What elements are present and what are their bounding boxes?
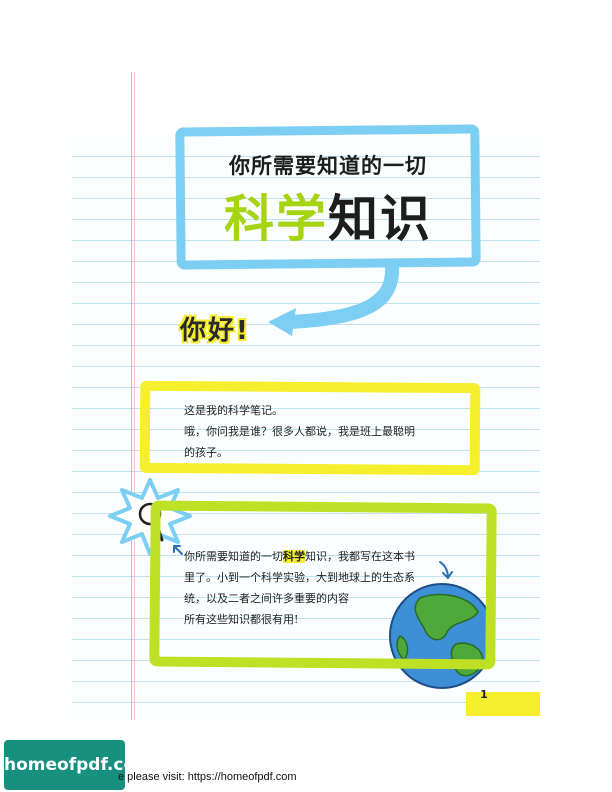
arrow-icon [268, 259, 400, 336]
page-number-bar [466, 692, 540, 716]
highlight-science: 科学 [283, 550, 305, 563]
greeting: 你好! [180, 316, 250, 346]
body-line: 所有这些知识都很有用! [184, 613, 299, 626]
intro-line: 哦，你问我是谁？很多人都说，我是班上最聪明 [184, 425, 415, 438]
margin-line [131, 72, 132, 720]
body-line: 统，以及二者之间许多重要的内容 [184, 592, 349, 605]
title-main: 科学知识 [190, 188, 466, 250]
page-number: 1 [480, 688, 488, 701]
intro-text: 这是我的科学笔记。 哦，你问我是谁？很多人都说，我是班上最聪明 的孩子。 [184, 400, 474, 463]
title-main-green: 科学 [224, 190, 328, 248]
body-text-segment: 你所需要知道的一切 [184, 550, 283, 563]
intro-line: 的孩子。 [184, 446, 228, 459]
margin-line-inner [134, 72, 135, 720]
body-line: 你所需要知道的一切科学知识，我都写在这本书 [184, 546, 464, 567]
earth-icon [389, 583, 495, 689]
body-text: 你所需要知道的一切科学知识，我都写在这本书 里了。小到一个科学实验，大到地球上的… [184, 546, 464, 630]
magnifier-icon [108, 478, 192, 556]
body-line: 里了。小到一个科学实验，大到地球上的生态系 [184, 571, 415, 584]
title-top: 你所需要知道的一切 [229, 154, 427, 178]
body-text-segment: 知识，我都写在这本书 [305, 550, 415, 563]
intro-line: 这是我的科学笔记。 [184, 404, 283, 417]
watermark-text[interactable]: e please visit: https://homeofpdf.com [118, 771, 297, 783]
notebook-page [72, 136, 540, 720]
title-main-dark: 知识 [328, 190, 432, 248]
watermark-logo[interactable]: homeofpdf.com [4, 740, 153, 790]
